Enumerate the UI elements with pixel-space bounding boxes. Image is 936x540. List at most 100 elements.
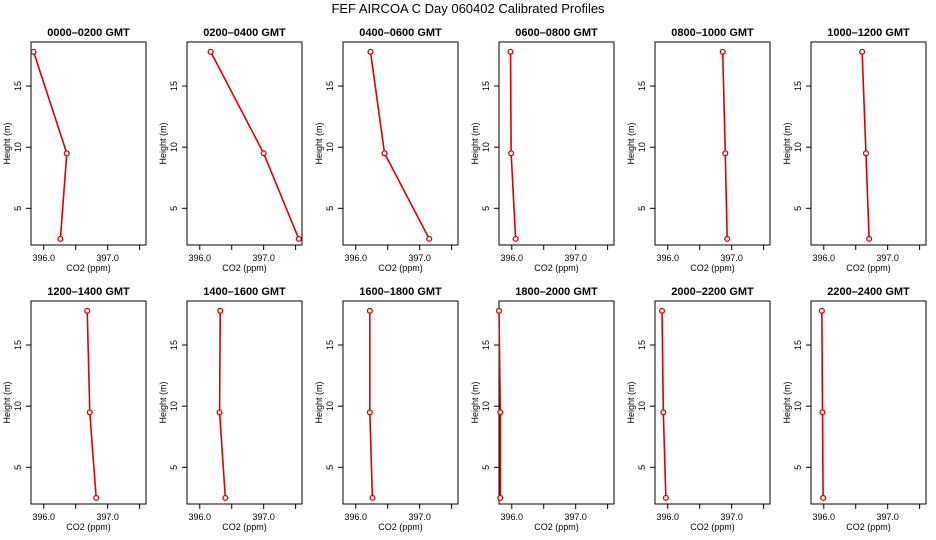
- panel-3: 0400–0600 GMT 396.0 397.0 5 10 15 CO2 (ppm) Hei…: [314, 27, 459, 273]
- panel-5-title: 0800–1000 GMT: [671, 27, 754, 39]
- panel-12-point: [819, 409, 826, 416]
- panel-7-title: 1200–1400 GMT: [47, 286, 130, 298]
- figure-title: FEF AIRCOA C Day 060402 Calibrated Profi…: [331, 1, 605, 16]
- panel-4-title: 0600–0800 GMT: [515, 27, 598, 39]
- panel-3-xtick-label: 397.0: [408, 253, 431, 263]
- panel-1-profile-line: [32, 51, 68, 239]
- panel-2-ytick-label: 5: [169, 206, 179, 211]
- panel-10-title: 1800–2000 GMT: [515, 286, 598, 298]
- panel-4-ylabel: Height (m): [470, 122, 480, 164]
- panel-6-frame: [810, 41, 927, 246]
- panel-3-xlabel: CO2 (ppm): [378, 263, 423, 273]
- panel-1-point: [63, 150, 70, 157]
- panel-8-xtick-label: 397.0: [252, 512, 275, 522]
- panel-4-ytick-label: 15: [481, 81, 491, 91]
- panel-3-profile-line: [369, 51, 430, 240]
- panel-5-point: [722, 150, 729, 157]
- panel-2-ylabel: Height (m): [158, 122, 168, 164]
- panel-3-point: [367, 48, 374, 55]
- panel-3-point: [426, 235, 433, 242]
- panel-10-xtick-label: 397.0: [564, 512, 587, 522]
- panel-8-point: [217, 307, 224, 314]
- panel-6-ytick-label: 15: [793, 81, 803, 91]
- panel-2-xtick-label: 396.0: [189, 253, 212, 263]
- panel-8-ytick-label: 5: [169, 465, 179, 470]
- panel-8-ytick-label: 15: [169, 340, 179, 350]
- panel-7-profile-line: [86, 310, 97, 498]
- panel-11-ylabel: Height (m): [626, 381, 636, 423]
- panel-1-ytick-label: 15: [13, 81, 23, 91]
- panel-11-ytick-label: 10: [637, 401, 647, 411]
- panel-9-ytick-label: 5: [325, 465, 335, 470]
- panel-10: 1800–2000 GMT 396.0 397.0 5 10 15 CO2 (ppm) Hei…: [470, 286, 615, 532]
- panel-11-point: [658, 307, 666, 314]
- panel-4-xtick-label: 396.0: [501, 253, 524, 263]
- panel-12-xtick-label: 397.0: [876, 512, 899, 522]
- panel-8-xlabel: CO2 (ppm): [222, 522, 267, 532]
- panel-12-point: [820, 494, 827, 501]
- panel-12-title: 2200–2400 GMT: [827, 286, 910, 298]
- panel-9-xtick-label: 396.0: [345, 512, 368, 522]
- panel-7-ylabel: Height (m): [2, 381, 12, 423]
- panel-11-point: [662, 494, 669, 501]
- panel-3-point: [381, 150, 388, 157]
- panel-9-frame: [342, 300, 459, 505]
- panel-9-ylabel: Height (m): [314, 381, 324, 423]
- panel-2-point: [295, 235, 302, 242]
- panel-9-ytick-label: 15: [325, 340, 335, 350]
- panel-7-ytick-label: 15: [13, 340, 23, 350]
- panel-1: 0000–0200 GMT 396.0 397.0 5 10 15 CO2 (ppm) Hei…: [2, 27, 147, 273]
- panel-9-title: 1600–1800 GMT: [359, 286, 442, 298]
- panel-1-ylabel: Height (m): [2, 122, 12, 164]
- panel-9-ytick-label: 10: [325, 401, 335, 411]
- panel-1-title: 0000–0200 GMT: [47, 27, 130, 39]
- panel-1-xtick-label: 397.0: [96, 253, 119, 263]
- panel-11-title: 2000–2200 GMT: [671, 286, 754, 298]
- panel-11-frame: [654, 300, 771, 505]
- panel-4-ytick-label: 10: [481, 142, 491, 152]
- panel-2-xlabel: CO2 (ppm): [222, 263, 267, 273]
- panel-8-ylabel: Height (m): [158, 381, 168, 423]
- panel-4-point: [508, 150, 515, 157]
- panel-7-xtick-label: 397.0: [96, 512, 119, 522]
- panel-7-point: [86, 409, 93, 416]
- panel-6-title: 1000–1200 GMT: [827, 27, 910, 39]
- panel-10-frame: [498, 300, 615, 505]
- panel-1-ytick-label: 5: [13, 206, 23, 211]
- panel-11-point: [660, 409, 667, 416]
- panel-8-point: [216, 409, 223, 416]
- panel-12-xlabel: CO2 (ppm): [846, 522, 891, 532]
- panel-12: 2200–2400 GMT 396.0 397.0 5 10 15 CO2 (ppm) Hei…: [782, 286, 927, 532]
- panel-10-point: [495, 307, 503, 314]
- panel-2-title: 0200–0400 GMT: [203, 27, 286, 39]
- panel-7-point: [84, 307, 91, 314]
- panel-2-xtick-label: 397.0: [252, 253, 275, 263]
- panel-10-ytick-label: 5: [481, 465, 491, 470]
- panel-6-ytick-label: 5: [793, 206, 803, 211]
- panel-5-frame: [654, 41, 771, 246]
- panel-11: 2000–2200 GMT 396.0 397.0 5 10 15 CO2 (ppm) Hei…: [626, 286, 771, 532]
- panel-11-ytick-label: 15: [637, 340, 647, 350]
- panel-10-point: [497, 494, 504, 501]
- panel-7: 1200–1400 GMT 396.0 397.0 5 10 15 CO2 (ppm) Hei…: [2, 286, 147, 532]
- panel-11-profile-line: [661, 310, 667, 498]
- panel-4-point: [512, 235, 519, 242]
- panel-6-xtick-label: 396.0: [813, 253, 836, 263]
- panel-5-xlabel: CO2 (ppm): [690, 263, 735, 273]
- panel-5-xtick-label: 397.0: [720, 253, 743, 263]
- panel-4-xlabel: CO2 (ppm): [534, 263, 579, 273]
- panel-6-profile-line: [861, 51, 870, 239]
- panel-6-xtick-label: 397.0: [876, 253, 899, 263]
- panel-7-xlabel: CO2 (ppm): [66, 522, 111, 532]
- panel-5-ylabel: Height (m): [626, 122, 636, 164]
- panel-8-title: 1400–1600 GMT: [203, 286, 286, 298]
- panel-1-frame: [30, 41, 147, 246]
- panel-8: 1400–1600 GMT 396.0 397.0 5 10 15 CO2 (ppm) Hei…: [158, 286, 303, 532]
- panel-7-ytick-label: 10: [13, 401, 23, 411]
- panel-11-xlabel: CO2 (ppm): [690, 522, 735, 532]
- panel-5-ytick-label: 15: [637, 81, 647, 91]
- panel-1-xtick-label: 396.0: [33, 253, 56, 263]
- panel-12-ytick-label: 5: [793, 465, 803, 470]
- panel-3-frame: [342, 41, 459, 246]
